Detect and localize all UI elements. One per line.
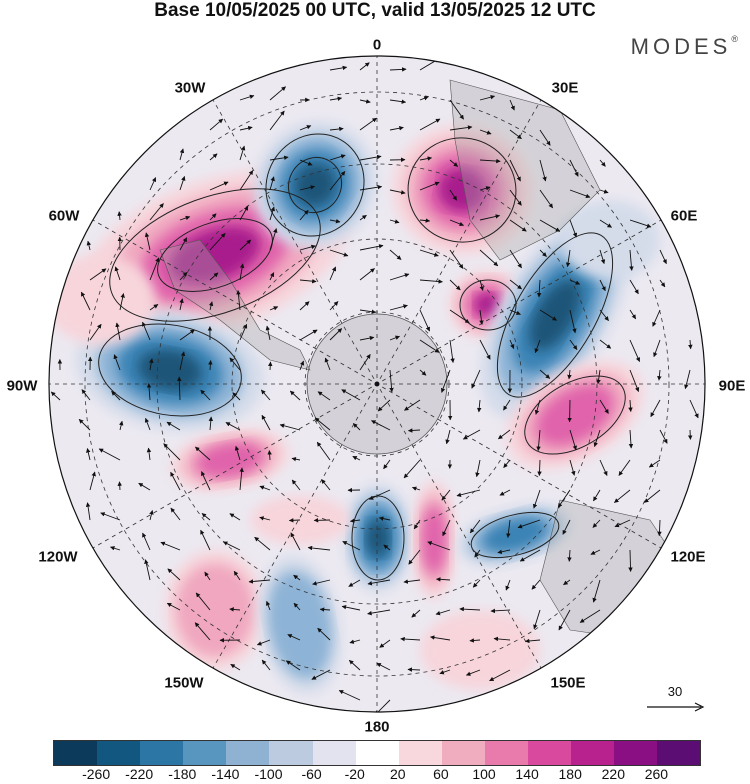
colorbar-tick-label: -100: [254, 766, 282, 782]
colorbar-segment: [442, 741, 485, 765]
lon-label-30w: 30W: [175, 80, 206, 97]
lon-label-30e: 30E: [552, 80, 579, 97]
colorbar-segment: [356, 741, 399, 765]
colorbar-tick-label: 220: [602, 766, 625, 782]
lon-label-120w: 120W: [38, 549, 77, 566]
lon-label-0: 0: [373, 37, 381, 54]
colorbar-segment: [226, 741, 269, 765]
colorbar-segment: [571, 741, 614, 765]
colorbar: [53, 740, 701, 766]
south-pole-marker: [375, 382, 380, 387]
anomaly-blob: [176, 563, 254, 657]
colorbar-tick-label: -180: [168, 766, 196, 782]
colorbar-tick-label: -260: [82, 766, 110, 782]
colorbar-tick-label: 100: [472, 766, 495, 782]
wind-vector: [630, 550, 631, 572]
lon-label-150e: 150E: [550, 675, 585, 692]
colorbar-tick-label: 260: [645, 766, 668, 782]
colorbar-segment: [183, 741, 226, 765]
colorbar-segment: [269, 741, 312, 765]
colorbar-segment: [140, 741, 183, 765]
colorbar-tick-label: 140: [515, 766, 538, 782]
colorbar-segment: [399, 741, 442, 765]
lon-label-120e: 120E: [670, 549, 705, 566]
colorbar-segment: [54, 741, 97, 765]
reference-vector-label: 30: [645, 684, 705, 699]
colorbar-segment: [657, 741, 700, 765]
lon-label-180: 180: [364, 719, 389, 736]
lon-label-90w: 90W: [7, 378, 38, 395]
anomaly-blob: [366, 519, 390, 556]
lon-label-60w: 60W: [49, 208, 80, 225]
colorbar-tick-labels: -260 -220 -180 -140 -100 -60 -20 20 60 100 140 180 2…: [0, 766, 750, 784]
wind-vector: [119, 482, 120, 490]
wind-vector: [270, 362, 271, 370]
lon-label-150w: 150W: [164, 675, 203, 692]
colorbar-tick-label: 60: [433, 766, 449, 782]
colorbar-tick-label: 20: [390, 766, 406, 782]
lon-label-90e: 90E: [719, 378, 746, 395]
lon-label-60e: 60E: [671, 208, 698, 225]
colorbar-segment: [528, 741, 571, 765]
colorbar-segment: [97, 741, 140, 765]
colorbar-segment: [614, 741, 657, 765]
colorbar-tick-label: 180: [559, 766, 582, 782]
reference-vector-arrow: [645, 700, 707, 714]
wind-vector: [408, 669, 420, 670]
colorbar-tick-label: -140: [211, 766, 239, 782]
colorbar-tick-label: -20: [345, 766, 365, 782]
colorbar-segment: [485, 741, 528, 765]
colorbar-tick-label: -60: [301, 766, 321, 782]
anomaly-blob: [422, 506, 447, 573]
colorbar-segment: [313, 741, 356, 765]
anomaly-blob: [45, 255, 155, 345]
colorbar-tick-label: -220: [125, 766, 153, 782]
wind-vector: [289, 520, 300, 521]
